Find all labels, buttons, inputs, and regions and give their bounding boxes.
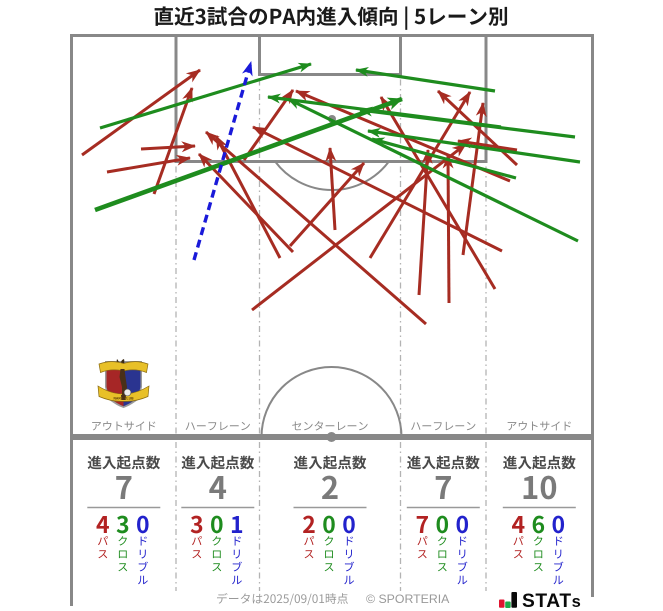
- svg-text:STATs: STATs: [522, 591, 581, 611]
- svg-text:© SPORTERIA: © SPORTERIA: [366, 592, 450, 606]
- svg-text:NARA CLUB: NARA CLUB: [113, 397, 134, 401]
